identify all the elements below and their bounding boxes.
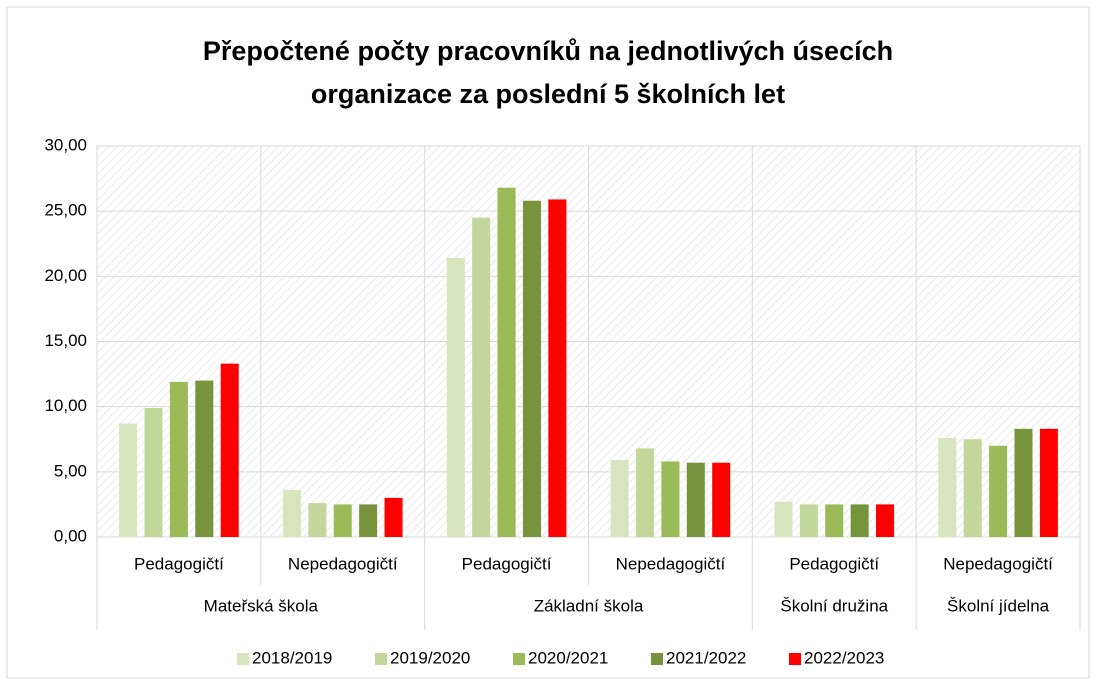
bar	[333, 504, 352, 537]
bar	[195, 380, 214, 537]
y-tick-label: 20,00	[44, 266, 87, 285]
bar	[497, 187, 516, 537]
legend-label: 2019/2020	[390, 648, 470, 667]
legend-swatch	[789, 653, 801, 665]
bar	[963, 439, 982, 537]
x-tick-label: Pedagogičtí	[134, 554, 224, 573]
y-tick-label: 10,00	[44, 396, 87, 415]
legend-label: 2020/2021	[528, 648, 608, 667]
bar	[876, 504, 895, 537]
group-label: Školní jídelna	[947, 596, 1050, 615]
bar	[661, 461, 680, 537]
x-tick-label: Pedagogičtí	[789, 554, 879, 573]
legend-label: 2022/2023	[804, 648, 884, 667]
bar	[825, 504, 844, 537]
bar	[686, 462, 705, 537]
group-label: Školní družina	[780, 596, 888, 615]
bar	[119, 423, 138, 537]
group-label: Základní škola	[534, 596, 644, 615]
bar	[1014, 428, 1033, 537]
bar	[548, 199, 567, 538]
bar	[610, 460, 629, 537]
y-tick-label: 30,00	[44, 135, 87, 154]
group-label: Mateřská škola	[204, 596, 319, 615]
legend-swatch	[513, 653, 525, 665]
x-tick-label: Nepedagogičtí	[943, 554, 1053, 573]
y-tick-label: 0,00	[54, 526, 87, 545]
bar	[522, 200, 541, 538]
x-tick-label: Nepedagogičtí	[616, 554, 726, 573]
bar	[472, 217, 491, 537]
bar	[799, 504, 818, 537]
bar	[712, 462, 731, 537]
bar	[282, 490, 301, 537]
bar	[384, 497, 403, 537]
y-tick-label: 15,00	[44, 331, 87, 350]
bar	[850, 504, 869, 537]
bar	[169, 381, 188, 537]
y-tick-label: 25,00	[44, 201, 87, 220]
bar	[774, 501, 793, 537]
bar	[308, 503, 327, 537]
bar	[989, 445, 1008, 537]
bar	[938, 437, 957, 537]
legend-swatch	[237, 653, 249, 665]
bar	[1039, 428, 1058, 537]
bar	[359, 504, 378, 537]
x-tick-label: Pedagogičtí	[462, 554, 552, 573]
legend-swatch	[651, 653, 663, 665]
legend-swatch	[375, 653, 387, 665]
bar	[636, 448, 655, 537]
bar	[220, 363, 239, 537]
bar	[144, 407, 163, 537]
chart-title: Přepočtené počty pracovníků na jednotliv…	[202, 36, 894, 109]
x-tick-label: Nepedagogičtí	[288, 554, 398, 573]
legend-label: 2021/2022	[666, 648, 746, 667]
bar	[446, 258, 465, 537]
y-tick-label: 5,00	[54, 461, 87, 480]
legend-label: 2018/2019	[252, 648, 332, 667]
